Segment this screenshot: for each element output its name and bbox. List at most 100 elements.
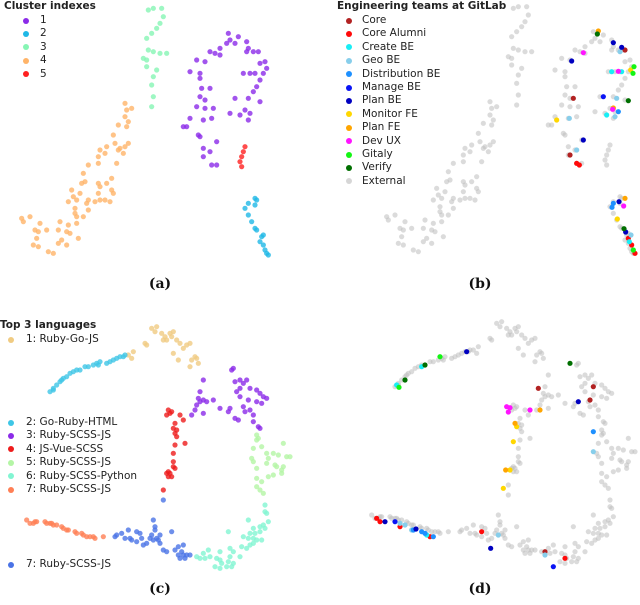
- point-1-ruby-go-js: [174, 337, 180, 343]
- point-gitaly: [437, 354, 443, 360]
- point-3: [160, 14, 166, 20]
- point-3: [150, 5, 156, 11]
- point-1: [245, 45, 251, 51]
- external-point: [497, 519, 503, 525]
- legend-title: Cluster indexes: [4, 0, 96, 12]
- point-1: [187, 69, 193, 75]
- external-point: [575, 544, 581, 550]
- point-1-ruby-go-js: [194, 355, 200, 361]
- external-point: [489, 105, 495, 111]
- point-1: [245, 95, 251, 101]
- point-1: [200, 145, 206, 151]
- external-point: [592, 402, 598, 408]
- external-point: [570, 524, 576, 530]
- point-1-ruby-go-js: [189, 357, 195, 363]
- point-5-ruby-scss-js: [254, 484, 260, 490]
- external-point: [599, 479, 605, 485]
- external-point: [610, 210, 616, 216]
- caption-a: (a): [148, 276, 172, 292]
- external-point: [604, 395, 610, 401]
- point-3-ruby-scss-js: [250, 419, 256, 425]
- point-2-go-ruby-html: [95, 362, 101, 368]
- point-7-ruby-scss-js: [175, 544, 181, 550]
- point-3-ruby-scss-js: [264, 395, 270, 401]
- point-gitaly: [396, 384, 402, 390]
- point-3: [144, 57, 150, 63]
- point-1: [252, 70, 258, 76]
- external-point: [475, 344, 481, 350]
- external-point: [527, 435, 533, 441]
- point-2: [254, 197, 260, 203]
- point-1-ruby-go-js: [170, 350, 176, 356]
- external-point: [509, 55, 515, 61]
- point-plan-be: [464, 349, 470, 355]
- point-1-ruby-go-js: [149, 325, 155, 331]
- point-3: [150, 49, 156, 55]
- legend-label: 4: JS-Vue-SCSS: [26, 442, 104, 455]
- external-point: [515, 345, 521, 351]
- point-2-go-ruby-html: [64, 374, 70, 380]
- caption-b: (b): [468, 276, 492, 292]
- point-6-ruby-scss-python: [247, 542, 253, 548]
- point-6-ruby-scss-python: [205, 547, 211, 553]
- external-point: [487, 99, 493, 105]
- external-point: [559, 55, 565, 61]
- point-1: [260, 70, 266, 76]
- external-point: [599, 532, 605, 538]
- external-point: [615, 467, 621, 473]
- point-7-ruby-scss-js: [65, 527, 71, 533]
- point-1-ruby-go-js: [164, 337, 170, 343]
- point-4-js-vue-scss: [172, 420, 178, 426]
- point-4: [80, 170, 86, 176]
- point-dev-ux: [505, 409, 511, 415]
- external-point: [599, 394, 605, 400]
- legend-label: Verify: [362, 161, 392, 174]
- external-point: [595, 520, 601, 526]
- point-1-ruby-go-js: [187, 340, 193, 346]
- point-1: [194, 104, 200, 110]
- external-point: [572, 84, 578, 90]
- external-point: [510, 45, 516, 51]
- legend-marker-icon: [8, 473, 14, 480]
- external-point: [379, 514, 385, 520]
- point-core-alumni: [562, 555, 568, 561]
- external-point: [484, 530, 490, 536]
- point-distribution-be: [590, 429, 596, 435]
- point-3-ruby-scss-js: [245, 397, 251, 403]
- external-point: [592, 525, 598, 531]
- external-point: [605, 485, 611, 491]
- external-point: [604, 152, 610, 158]
- external-point: [602, 524, 608, 530]
- point-1: [257, 60, 263, 66]
- point-1: [187, 115, 193, 121]
- point-5: [237, 159, 243, 165]
- point-core-alumni: [374, 515, 380, 521]
- legend-marker-icon: [346, 84, 352, 91]
- point-manage-be: [550, 564, 556, 570]
- point-5-ruby-scss-js: [259, 479, 265, 485]
- legend-label: Core Alumni: [362, 27, 427, 40]
- external-point: [420, 225, 426, 231]
- external-point: [525, 340, 531, 346]
- point-5-ruby-scss-js: [257, 487, 263, 493]
- point-3-ruby-scss-js: [247, 407, 253, 413]
- point-7-ruby-scss-js: [129, 537, 135, 543]
- point-4: [72, 205, 78, 211]
- point-4-js-vue-scss: [169, 409, 175, 415]
- legend-marker-icon: [23, 17, 29, 24]
- external-point: [534, 352, 540, 358]
- point-6-ruby-scss-python: [200, 550, 206, 556]
- point-1: [212, 50, 218, 56]
- point-4-js-vue-scss: [170, 459, 176, 465]
- point-1: [224, 40, 230, 46]
- external-point: [539, 350, 545, 356]
- legend-label: External: [362, 174, 406, 187]
- point-1: [197, 75, 203, 81]
- point-4-js-vue-scss: [160, 487, 166, 493]
- point-5-ruby-scss-js: [264, 460, 270, 466]
- legend-marker-icon: [346, 57, 352, 64]
- point-1: [197, 134, 203, 140]
- legend-label: Geo BE: [362, 54, 401, 67]
- legend-label: 1: Ruby-Go-JS: [26, 333, 99, 345]
- external-point: [590, 29, 596, 35]
